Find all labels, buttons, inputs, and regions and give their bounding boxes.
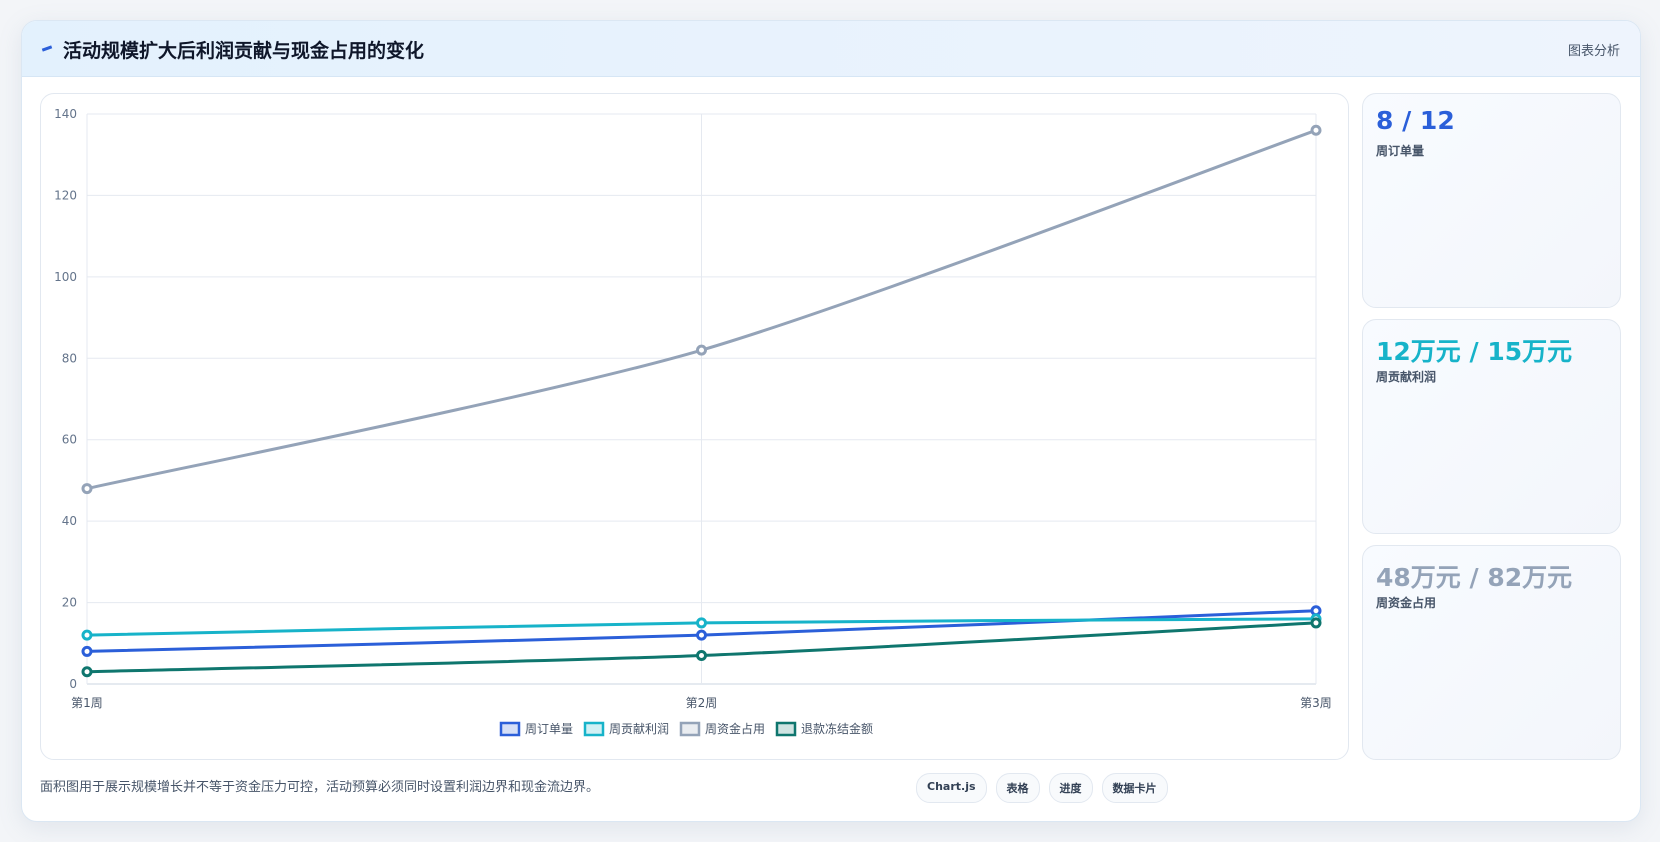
legend-label: 退款冻结金额 [801,721,873,736]
legend-swatch [499,721,521,737]
stat-label: 周资金占用 [1376,596,1437,610]
stat-card: 48万元 / 82万元周资金占用 [1362,545,1621,760]
header: 活动规模扩大后利润贡献与现金占用的变化 图表分析 [22,21,1640,77]
stat-card: 8 / 12 周订单量 [1362,93,1621,308]
legend-label: 周订单量 [525,722,573,736]
point [1310,617,1322,629]
point [1310,124,1322,136]
point [81,666,93,678]
point [81,483,93,495]
stat-value: 12万元 / 15万元 [1376,337,1573,366]
point [696,617,707,629]
view-buttons: Chart.js 表格 进度 数据卡片 [916,773,1168,803]
x-tick-label: 第1周 [71,696,103,710]
header-action[interactable]: 图表分析 [1567,44,1620,59]
view-button[interactable]: 数据卡片 [1101,773,1168,803]
y-tick-label: 0 [69,677,77,691]
y-tick-label: 140 [54,107,77,121]
view-button[interactable]: Chart.js [916,773,987,803]
legend-swatch [583,721,605,737]
footer-note: 面积图用于展示规模增长并不等于资金压力可控，活动预算必须同时设置利润边界和现金流… [40,780,600,795]
legend-label: 周贡献利润 [609,721,669,736]
stat-value: 8 / 12 [1376,106,1455,135]
chart-panel [40,93,1349,760]
stat-label: 周订单量 [1376,144,1425,158]
point [696,629,707,641]
view-button[interactable]: 进度 [1048,773,1093,803]
stat-label: 周贡献利润 [1376,370,1437,384]
point [81,629,93,641]
x-tick-label: 第3周 [1300,696,1332,710]
header-title: 活动规模扩大后利润贡献与现金占用的变化 [63,40,425,62]
legend-swatch [775,721,797,737]
dashboard-card: 活动规模扩大后利润贡献与现金占用的变化 图表分析 8 / 12 周订单量 12万元… [21,20,1641,822]
view-button[interactable]: 表格 [995,773,1040,803]
y-tick-label: 40 [62,514,77,528]
y-tick-label: 80 [62,351,77,365]
stat-card: 12万元 / 15万元周贡献利润 [1362,319,1621,534]
legend-label: 周资金占用 [705,721,765,736]
point [696,344,707,356]
y-tick-label: 120 [54,188,77,202]
y-tick-label: 100 [54,270,77,284]
legend-swatch [679,721,701,737]
point [81,645,93,657]
x-tick-label: 第2周 [686,696,718,710]
stat-value: 48万元 / 82万元 [1376,563,1573,592]
y-tick-label: 60 [62,433,77,447]
point [696,650,707,661]
y-tick-label: 20 [62,596,77,610]
